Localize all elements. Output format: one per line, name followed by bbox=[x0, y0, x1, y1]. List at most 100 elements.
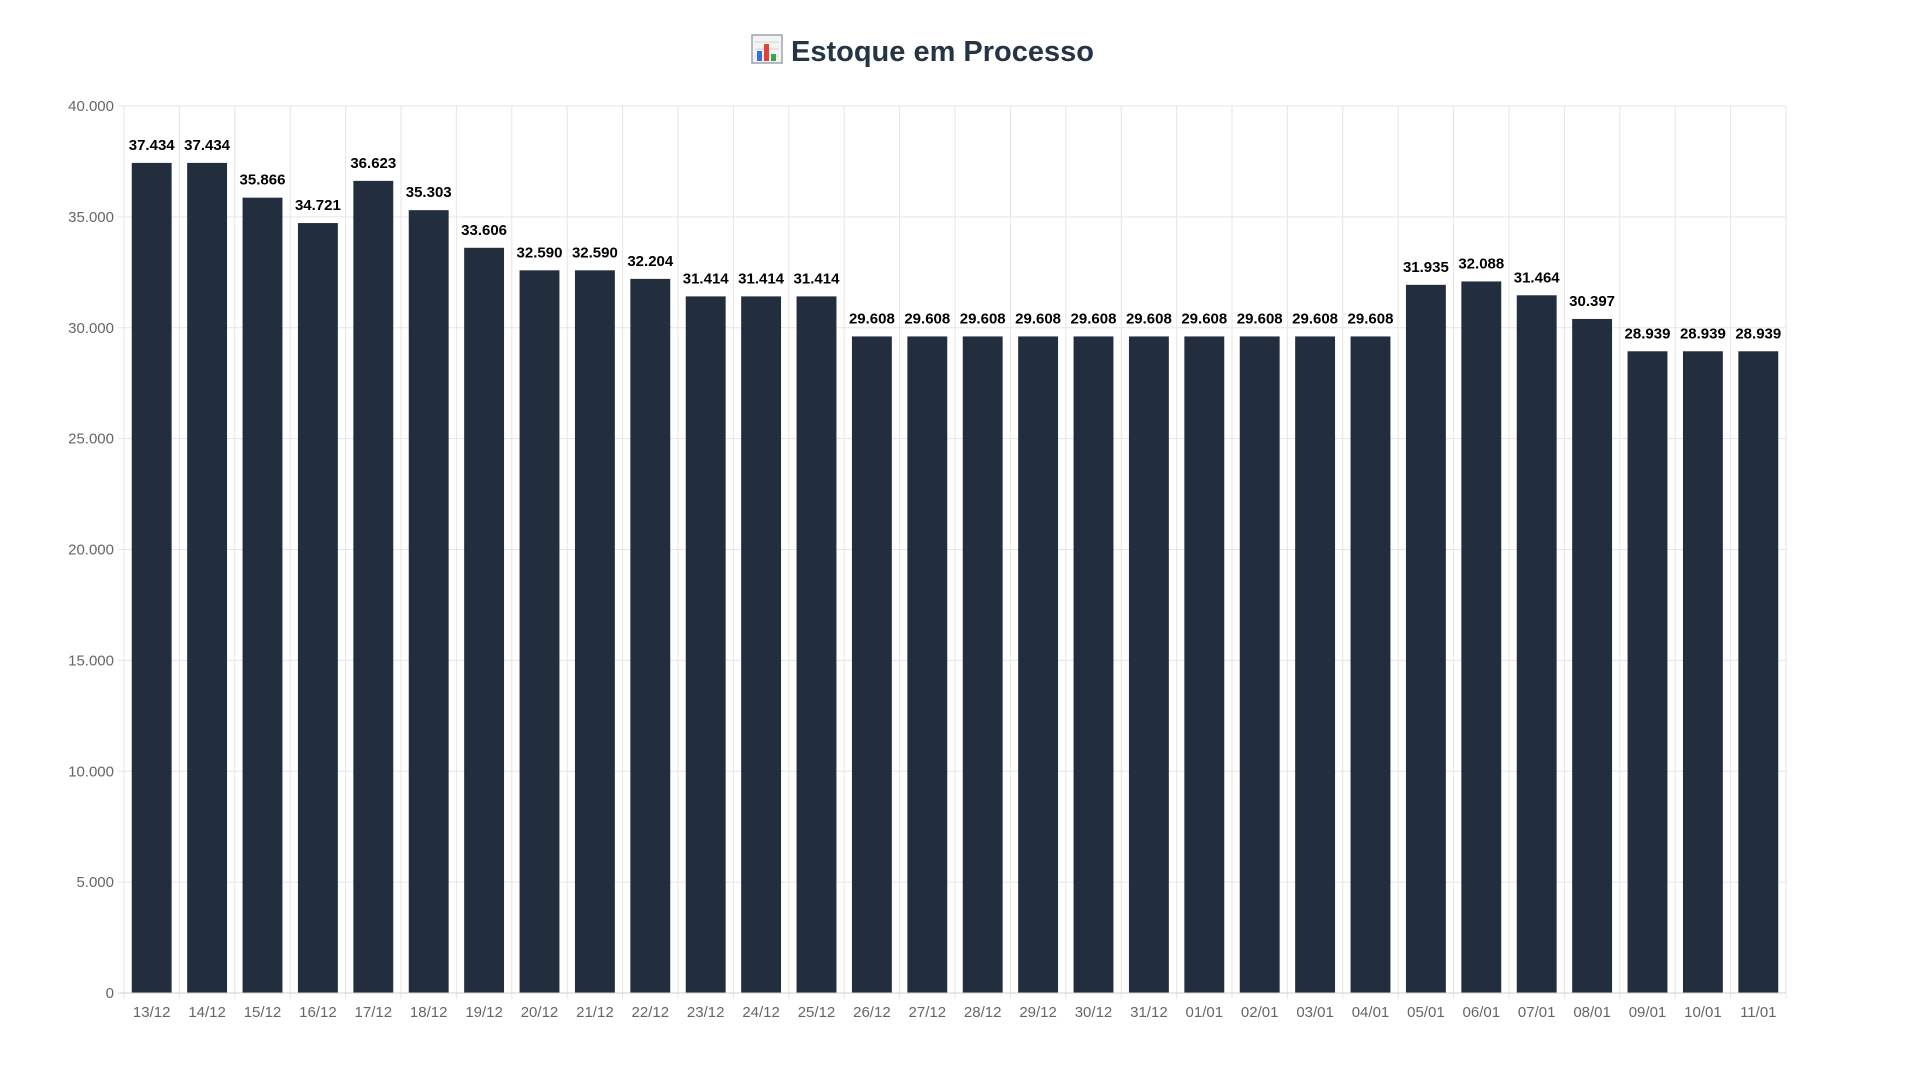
bar-value-label: 28.939 bbox=[1625, 325, 1671, 342]
bar[interactable] bbox=[408, 210, 449, 993]
x-tick-label: 18/12 bbox=[410, 1004, 448, 1021]
bar-value-label: 31.414 bbox=[794, 270, 841, 287]
x-tick-label: 22/12 bbox=[632, 1004, 670, 1021]
bar[interactable] bbox=[1405, 284, 1446, 993]
bar-value-label: 29.608 bbox=[849, 310, 895, 327]
x-tick-label: 10/01 bbox=[1684, 1004, 1722, 1021]
bar[interactable] bbox=[1073, 336, 1114, 993]
bar[interactable] bbox=[1738, 351, 1779, 993]
bar[interactable] bbox=[741, 296, 782, 994]
x-tick-label: 17/12 bbox=[355, 1004, 393, 1021]
chart-title: Estoque em Processo bbox=[0, 34, 1845, 69]
x-tick-label: 06/01 bbox=[1463, 1004, 1501, 1021]
bar-value-label: 36.623 bbox=[350, 155, 396, 172]
bar-value-label: 29.608 bbox=[904, 310, 950, 327]
bar-value-label: 33.606 bbox=[461, 222, 507, 239]
bar-value-label: 32.590 bbox=[517, 244, 563, 261]
bar[interactable] bbox=[464, 247, 505, 993]
bar[interactable] bbox=[796, 296, 837, 994]
bar[interactable] bbox=[131, 162, 172, 993]
bar[interactable] bbox=[353, 180, 394, 993]
data-labels: 37.434 37.434 35.866 34.721 36.623 35.303 33.6… bbox=[129, 137, 1781, 342]
y-tick-label: 25.000 bbox=[68, 431, 114, 448]
bar-value-label: 31.935 bbox=[1403, 259, 1449, 276]
bar[interactable] bbox=[242, 197, 283, 993]
bar[interactable] bbox=[519, 270, 560, 993]
bar[interactable] bbox=[1239, 336, 1280, 993]
x-tick-label: 14/12 bbox=[188, 1004, 226, 1021]
bar[interactable] bbox=[1295, 336, 1336, 993]
bar[interactable] bbox=[1018, 336, 1059, 993]
bar[interactable] bbox=[907, 336, 948, 993]
x-tick-label: 02/01 bbox=[1241, 1004, 1279, 1021]
bar[interactable] bbox=[630, 278, 671, 993]
bar[interactable] bbox=[1682, 351, 1723, 993]
grid-lines bbox=[118, 105, 1787, 999]
bar[interactable] bbox=[1627, 351, 1668, 993]
x-tick-label: 26/12 bbox=[853, 1004, 891, 1021]
bar-value-label: 37.434 bbox=[129, 137, 176, 154]
bar[interactable] bbox=[187, 162, 228, 993]
x-tick-label: 08/01 bbox=[1573, 1004, 1611, 1021]
chart-title-text: Estoque em Processo bbox=[791, 36, 1094, 68]
x-tick-label: 23/12 bbox=[687, 1004, 725, 1021]
y-tick-label: 20.000 bbox=[68, 542, 114, 559]
bar-value-label: 31.464 bbox=[1514, 269, 1561, 286]
bar-value-label: 29.608 bbox=[1237, 310, 1283, 327]
bar[interactable] bbox=[1572, 318, 1613, 993]
x-tick-label: 09/01 bbox=[1629, 1004, 1667, 1021]
bar[interactable] bbox=[1516, 295, 1557, 994]
x-tick-label: 11/01 bbox=[1740, 1004, 1776, 1021]
bar-value-label: 37.434 bbox=[184, 137, 231, 154]
x-tick-label: 15/12 bbox=[244, 1004, 282, 1021]
x-tick-label: 19/12 bbox=[465, 1004, 503, 1021]
x-tick-label: 30/12 bbox=[1075, 1004, 1113, 1021]
x-tick-label: 29/12 bbox=[1019, 1004, 1057, 1021]
bar-value-label: 29.608 bbox=[1015, 310, 1061, 327]
y-tick-label: 30.000 bbox=[68, 320, 114, 337]
bar-value-label: 32.204 bbox=[627, 253, 674, 270]
x-tick-label: 25/12 bbox=[798, 1004, 836, 1021]
bar[interactable] bbox=[1128, 336, 1169, 993]
bar-value-label: 34.721 bbox=[295, 197, 341, 214]
x-tick-label: 31/12 bbox=[1130, 1004, 1168, 1021]
bar[interactable] bbox=[685, 296, 726, 994]
x-tick-label: 16/12 bbox=[299, 1004, 337, 1021]
bar[interactable] bbox=[1461, 281, 1502, 993]
bar-value-label: 29.608 bbox=[1292, 310, 1338, 327]
x-tick-label: 04/01 bbox=[1352, 1004, 1390, 1021]
bar[interactable] bbox=[851, 336, 892, 993]
bar-value-label: 29.608 bbox=[1181, 310, 1227, 327]
bar-chart-icon bbox=[751, 34, 783, 64]
x-tick-label: 13/12 bbox=[133, 1004, 171, 1021]
bar[interactable] bbox=[574, 270, 615, 993]
axes: 0 5.000 10.000 15.000 20.000 25.000 30.000 35.0… bbox=[68, 98, 1786, 1021]
y-tick-label: 40.000 bbox=[68, 98, 114, 115]
bar[interactable] bbox=[1184, 336, 1225, 993]
y-tick-label: 15.000 bbox=[68, 652, 114, 669]
y-tick-label: 10.000 bbox=[68, 763, 114, 780]
bar-value-label: 32.590 bbox=[572, 244, 618, 261]
bar-value-label: 30.397 bbox=[1569, 293, 1615, 310]
bar-value-label: 35.303 bbox=[406, 184, 452, 201]
x-tick-label: 24/12 bbox=[742, 1004, 780, 1021]
bar-value-label: 35.866 bbox=[240, 172, 286, 189]
bar-value-label: 29.608 bbox=[1348, 310, 1394, 327]
x-tick-label: 03/01 bbox=[1296, 1004, 1334, 1021]
x-tick-label: 01/01 bbox=[1186, 1004, 1224, 1021]
bar[interactable] bbox=[1350, 336, 1391, 993]
bar-value-label: 31.414 bbox=[683, 270, 730, 287]
y-tick-label: 0 bbox=[106, 985, 114, 1002]
x-tick-label: 21/12 bbox=[576, 1004, 614, 1021]
x-tick-label: 05/01 bbox=[1407, 1004, 1445, 1021]
bar-value-label: 31.414 bbox=[738, 270, 785, 287]
bar-value-label: 28.939 bbox=[1735, 325, 1781, 342]
bar[interactable] bbox=[962, 336, 1003, 993]
bar-value-label: 29.608 bbox=[1126, 310, 1172, 327]
x-tick-label: 07/01 bbox=[1518, 1004, 1556, 1021]
y-tick-label: 35.000 bbox=[68, 209, 114, 226]
bar[interactable] bbox=[297, 223, 338, 993]
x-tick-label: 20/12 bbox=[521, 1004, 559, 1021]
